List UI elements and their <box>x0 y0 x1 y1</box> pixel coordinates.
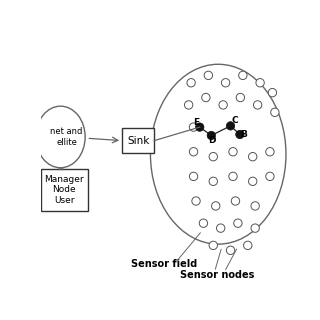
Circle shape <box>217 224 225 232</box>
Text: E: E <box>193 118 199 127</box>
Circle shape <box>209 241 218 250</box>
Text: Sink: Sink <box>127 136 149 146</box>
Circle shape <box>251 202 259 210</box>
Circle shape <box>189 148 198 156</box>
Circle shape <box>202 93 210 102</box>
Circle shape <box>266 148 274 156</box>
Text: Sensor field: Sensor field <box>131 259 197 269</box>
Text: D: D <box>208 136 216 145</box>
Circle shape <box>226 122 235 130</box>
Circle shape <box>192 197 200 205</box>
Circle shape <box>226 246 235 254</box>
Circle shape <box>231 197 240 205</box>
Circle shape <box>189 172 198 180</box>
Circle shape <box>196 123 204 131</box>
Text: C: C <box>231 116 238 125</box>
Circle shape <box>271 108 279 116</box>
Bar <box>122 128 154 153</box>
Circle shape <box>244 241 252 250</box>
Circle shape <box>209 177 218 186</box>
Circle shape <box>239 71 247 80</box>
Text: Sensor nodes: Sensor nodes <box>180 270 254 280</box>
Circle shape <box>229 172 237 180</box>
Circle shape <box>249 177 257 186</box>
Ellipse shape <box>36 106 85 168</box>
Circle shape <box>212 202 220 210</box>
Circle shape <box>184 101 193 109</box>
Circle shape <box>219 101 227 109</box>
Circle shape <box>221 79 230 87</box>
Text: Manager
Node
User: Manager Node User <box>44 175 84 205</box>
Circle shape <box>187 79 195 87</box>
Text: B: B <box>240 130 247 139</box>
Circle shape <box>207 131 215 140</box>
Circle shape <box>209 153 218 161</box>
Circle shape <box>268 88 276 97</box>
Circle shape <box>229 148 237 156</box>
Ellipse shape <box>150 64 286 244</box>
Circle shape <box>204 71 212 80</box>
Circle shape <box>266 172 274 180</box>
Circle shape <box>199 219 208 228</box>
Circle shape <box>256 79 264 87</box>
Circle shape <box>236 93 244 102</box>
Bar <box>41 169 88 211</box>
Circle shape <box>234 219 242 228</box>
Circle shape <box>189 123 198 131</box>
Text: net and
ellite: net and ellite <box>51 127 83 147</box>
Circle shape <box>253 101 262 109</box>
Circle shape <box>236 130 244 139</box>
Circle shape <box>249 153 257 161</box>
Circle shape <box>251 224 259 232</box>
